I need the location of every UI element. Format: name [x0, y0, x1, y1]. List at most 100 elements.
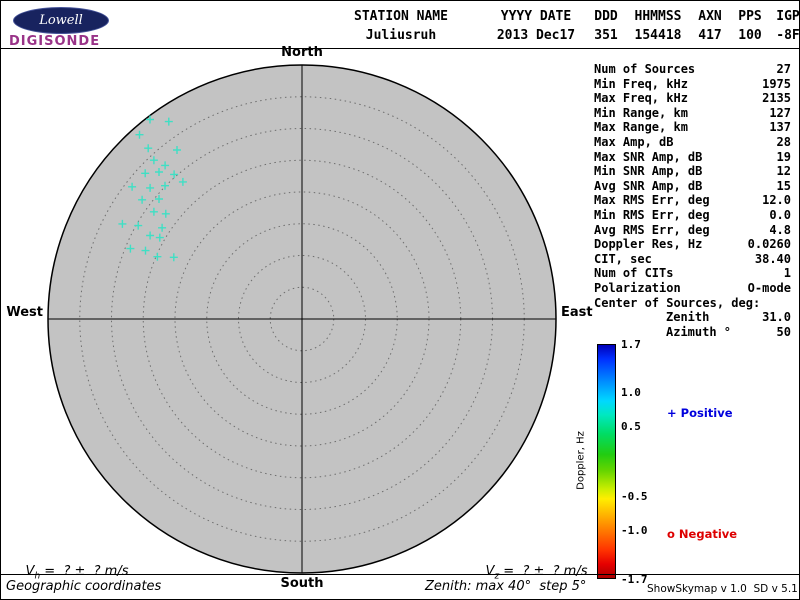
stat-label: Min RMS Err, deg [594, 207, 710, 222]
header-column: AXN 417 [689, 9, 731, 47]
source-point [149, 207, 158, 216]
stat-label: Avg SNR Amp, dB [594, 178, 703, 193]
source-point [155, 233, 164, 242]
stat-row: Min SNR Amp, dB 12 [594, 164, 791, 179]
vh-value: = ? ± ? m/s [40, 564, 129, 579]
plus-marker-icon: + [667, 406, 677, 420]
digisonde-logo-text: DIGISONDE [9, 34, 101, 49]
stat-value: 28 [776, 134, 791, 149]
stat-row: Doppler Res, Hz 0.0260 [594, 237, 791, 252]
header-col-value: Juliusruh [365, 28, 437, 43]
stat-label: Max Freq, kHz [594, 91, 688, 106]
header-col-label: PPS [738, 9, 762, 24]
vh-subscript: h [34, 571, 41, 582]
source-point [173, 146, 181, 154]
stat-label: Max RMS Err, deg [594, 193, 710, 208]
stat-row: Max Amp, dB 28 [594, 135, 791, 150]
header-column: HHMMSS 154418 [627, 9, 689, 47]
stat-label: Azimuth ° [666, 324, 732, 339]
stat-label: Max Amp, dB [594, 134, 674, 149]
stat-label: Min SNR Amp, dB [594, 164, 703, 179]
circle-marker-icon: o [667, 527, 675, 541]
vz-subscript: z [494, 571, 500, 582]
stat-label: Num of Sources [594, 62, 696, 76]
colorbar-tick: 1.0 [621, 385, 641, 399]
source-point [161, 161, 170, 170]
vz-symbol: V [485, 564, 495, 579]
header-column: PPS 100 [731, 9, 769, 47]
stat-value: 12.0 [762, 193, 791, 208]
stat-row: Polarization O-mode [594, 281, 791, 296]
stat-label: Num of CITs [594, 266, 674, 281]
stat-value: 137 [769, 120, 791, 135]
source-point [170, 170, 179, 179]
positive-legend: + Positive [651, 392, 733, 434]
stat-value: 19 [776, 149, 791, 164]
source-point [161, 209, 170, 218]
colorbar-tick: -1.0 [621, 524, 648, 538]
stat-value: 50 [776, 324, 791, 339]
stat-value: 1 [783, 266, 791, 281]
stat-row: Azimuth ° 50 [594, 325, 791, 340]
colorbar-tick: -1.7 [621, 572, 648, 586]
stat-value: 15 [776, 178, 791, 193]
stat-row: Avg SNR Amp, dB 15 [594, 179, 791, 194]
stat-label: CIT, sec [594, 251, 652, 266]
stat-row: Max RMS Err, deg 12.0 [594, 193, 791, 208]
header-col-value: -8F [776, 28, 800, 43]
statistics-panel: Num of Sources 27 Min Freq, kHz 1975 Max Fre… [594, 62, 791, 339]
source-point [141, 169, 150, 178]
stat-row: Avg RMS Err, deg 4.8 [594, 223, 791, 238]
header-column: DDD 351 [585, 9, 627, 47]
colorbar-tick: -0.5 [621, 489, 648, 503]
source-point [164, 117, 173, 126]
doppler-colorbar-ticks: 1.7 1.0 0.5 -0.5 -1.0 -1.7 [621, 338, 665, 586]
header-col-value: 417 [698, 28, 722, 43]
source-point [141, 246, 150, 255]
doppler-axis-label: Doppler, Hz [575, 431, 587, 490]
source-point [146, 183, 155, 192]
compass-south-label: South [280, 576, 324, 591]
doppler-colorbar [597, 344, 616, 579]
stat-row: Max SNR Amp, dB 19 [594, 150, 791, 165]
source-point [149, 156, 158, 165]
stat-label: Avg RMS Err, deg [594, 222, 710, 237]
stat-label: Doppler Res, Hz [594, 237, 703, 252]
positive-legend-label: Positive [676, 406, 733, 420]
source-point [138, 195, 147, 204]
skymap-plot [47, 64, 557, 574]
stat-value: O-mode [747, 280, 791, 295]
stat-row: Min Freq, kHz 1975 [594, 77, 791, 92]
vh-symbol: V [25, 564, 35, 579]
footer-divider [1, 574, 799, 575]
source-point [161, 181, 169, 190]
header-col-value: 154418 [634, 28, 682, 43]
source-point [153, 252, 162, 261]
stat-row: Max Range, km 137 [594, 120, 791, 135]
software-version-label: ShowSkymap v 1.0 SD v 5.1 [647, 583, 798, 595]
horizontal-velocity-annotation: Vh = ? ± ? m/s [9, 549, 129, 597]
stat-label: Max Range, km [594, 120, 688, 135]
coordinate-system-label: Geographic coordinates [6, 579, 162, 594]
stat-label: Max SNR Amp, dB [594, 149, 703, 164]
negative-legend-label: Negative [674, 527, 738, 541]
header-column: IGP -8F [769, 9, 800, 47]
source-point [128, 182, 137, 191]
stat-value: 2135 [762, 91, 791, 106]
stat-label: Min Range, km [594, 105, 688, 120]
compass-north-label: North [281, 45, 323, 60]
stat-value: 4.8 [769, 222, 791, 237]
stat-value: 1975 [762, 76, 791, 91]
compass-east-label: East [561, 305, 593, 320]
header-col-label: IGP [776, 9, 800, 24]
stat-row: Num of Sources 27 [594, 62, 791, 77]
header-col-value: 351 [594, 28, 618, 43]
zenith-scale-note: Zenith: max 40° step 5° [425, 579, 587, 594]
stat-value: 0.0260 [747, 237, 791, 252]
stat-label: Min Freq, kHz [594, 76, 688, 91]
negative-legend: o Negative [651, 513, 737, 555]
source-point [134, 221, 143, 230]
stat-value: 38.40 [754, 251, 791, 266]
stat-value: 12 [776, 164, 791, 179]
header-col-label: HHMMSS [634, 9, 682, 24]
